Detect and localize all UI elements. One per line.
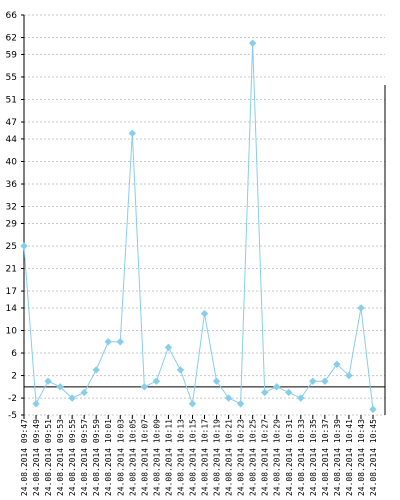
x-tick-label: 24.08.2014 10:37 (321, 419, 330, 496)
data-point (273, 383, 281, 391)
x-tick-label: 24.08.2014 10:19 (213, 419, 222, 496)
data-point (176, 366, 185, 374)
x-tick-label: 24.08.2014 10:09 (152, 419, 161, 496)
x-tick-label: 24.08.2014 10:33 (297, 419, 306, 496)
x-tick-label: 24.08.2014 09:49 (32, 419, 41, 496)
data-point (140, 383, 149, 391)
data-point (68, 394, 76, 402)
y-tick-label: 17 (6, 287, 17, 297)
y-tick-label: 40 (6, 157, 18, 167)
x-tick-label: 24.08.2014 09:59 (92, 419, 101, 496)
y-tick-label: 66 (6, 11, 18, 21)
data-point (188, 400, 197, 408)
y-tick-label: 62 (6, 34, 17, 44)
data-point (32, 400, 40, 408)
x-tick-label: 24.08.2014 10:25 (249, 419, 258, 496)
data-point (321, 377, 329, 385)
data-point (285, 388, 293, 397)
data-point (212, 377, 221, 385)
x-tick-label: 24.08.2014 10:17 (201, 419, 210, 496)
data-point (333, 360, 341, 369)
data-point (152, 377, 161, 385)
x-tick-label: 24.08.2014 10:21 (225, 419, 234, 496)
series-line (23, 43, 374, 410)
y-tick-label: 59 (6, 50, 18, 60)
data-point (20, 242, 28, 250)
y-tick-label: 32 (6, 203, 17, 213)
x-tick-label: 24.08.2014 10:43 (357, 419, 366, 496)
data-point (80, 388, 88, 397)
x-tick-label: 24.08.2014 10:11 (164, 419, 173, 496)
x-tick-label: 24.08.2014 10:05 (128, 419, 137, 496)
y-tick-label: 21 (6, 265, 17, 275)
data-point (369, 405, 377, 414)
data-point (128, 129, 137, 138)
x-tick-label: 24.08.2014 10:31 (285, 419, 294, 496)
x-tick-label: 24.08.2014 10:23 (237, 419, 246, 496)
y-tick-label: 2 (11, 372, 17, 382)
x-tick-label: 24.08.2014 09:53 (56, 419, 65, 496)
data-point (224, 394, 233, 402)
y-tick-label: 6 (11, 349, 17, 359)
y-tick-label: 47 (6, 118, 17, 128)
x-tick-label: 24.08.2014 10:39 (333, 419, 342, 496)
y-tick-label: 29 (6, 219, 18, 229)
data-point (248, 39, 257, 47)
x-tick-label: 24.08.2014 10:29 (273, 419, 282, 496)
data-point (56, 383, 64, 391)
y-tick-label: 25 (6, 242, 17, 252)
x-axis-ticks: 24.08.2014 09:47 24.08.2014 09:49 24.08.20… (20, 415, 378, 496)
x-tick-label: 24.08.2014 10:41 (345, 419, 354, 496)
data-series (20, 39, 377, 414)
data-point (297, 394, 305, 402)
y-tick-label: 14 (6, 304, 18, 314)
data-point (345, 371, 353, 380)
data-point (357, 304, 365, 312)
data-point (116, 338, 124, 346)
y-tick-label: 44 (6, 135, 18, 145)
x-tick-label: 24.08.2014 09:57 (80, 419, 89, 496)
x-tick-label: 24.08.2014 10:13 (176, 419, 185, 496)
data-point (164, 343, 173, 352)
y-tick-label: 51 (6, 96, 17, 106)
data-point (236, 400, 245, 408)
y-tick-label: 36 (6, 180, 18, 190)
data-point (104, 338, 112, 346)
x-tick-label: 24.08.2014 10:03 (116, 419, 125, 496)
y-tick-label: 55 (6, 73, 17, 83)
x-tick-label: 24.08.2014 10:27 (261, 419, 270, 496)
x-tick-label: 24.08.2014 10:01 (104, 419, 113, 496)
y-tick-label: 10 (6, 326, 18, 336)
x-tick-label: 24.08.2014 10:15 (188, 419, 197, 496)
data-point (92, 366, 100, 374)
x-tick-label: 24.08.2014 09:47 (20, 419, 29, 496)
grid-lines (24, 14, 385, 416)
x-tick-label: 24.08.2014 09:55 (68, 419, 77, 496)
data-point (309, 377, 317, 385)
x-tick-label: 24.08.2014 10:35 (309, 419, 318, 496)
data-point (44, 377, 52, 385)
axes (23, 15, 386, 415)
x-tick-label: 24.08.2014 09:51 (44, 419, 53, 496)
x-tick-label: 24.08.2014 10:45 (369, 419, 378, 496)
data-point (200, 309, 209, 318)
x-tick-label: 24.08.2014 10:07 (140, 419, 149, 496)
y-axis-ticks: -5 -2 2 6 10 14 17 21 25 29 32 36 40 44 47 51 55 59 62 66 (6, 11, 24, 421)
y-tick-label: -2 (8, 394, 17, 404)
y-tick-label: -5 (8, 411, 17, 421)
data-point (260, 388, 269, 397)
